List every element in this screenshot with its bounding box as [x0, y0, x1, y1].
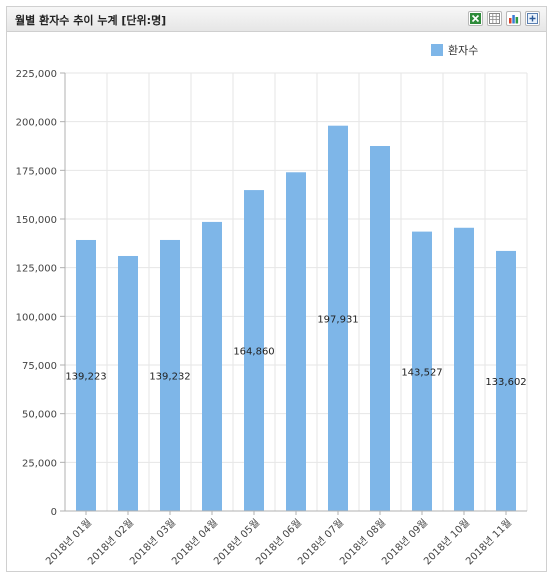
y-tick-label: 25,000 [22, 458, 57, 469]
data-label: 139,232 [149, 371, 190, 382]
data-label: 197,931 [317, 314, 358, 325]
data-label: 143,527 [401, 367, 442, 378]
chart-title: 월별 환자수 추이 누계 [단위:명] [15, 14, 167, 27]
bars [76, 125, 516, 512]
bar[interactable] [286, 172, 306, 511]
y-tick-label: 200,000 [16, 118, 57, 129]
data-label: 164,860 [233, 347, 274, 358]
y-tick-label: 50,000 [22, 410, 57, 421]
y-tick-label: 100,000 [16, 312, 57, 323]
bar[interactable] [412, 231, 432, 511]
bar[interactable] [244, 190, 264, 511]
bar[interactable] [328, 125, 348, 511]
panel-header: 월별 환자수 추이 누계 [단위:명] [7, 7, 546, 32]
legend-label: 환자수 [448, 44, 478, 57]
y-tick-label: 150,000 [16, 215, 57, 226]
y-axis: 0 25,000 50,000 75,000 100,000 125,000 150,000… [16, 69, 66, 518]
table-view-icon[interactable] [487, 11, 502, 26]
y-tick-label: 225,000 [16, 69, 57, 80]
bar-chart-icon[interactable] [506, 11, 521, 26]
excel-export-icon[interactable] [468, 11, 483, 26]
toolbar [468, 11, 540, 26]
bar[interactable] [76, 239, 96, 511]
bar[interactable] [496, 250, 516, 511]
data-labels: 139,223 139,232 164,860 197,931 143,527 133,6… [65, 314, 526, 388]
bar[interactable] [370, 146, 390, 511]
y-tick-label: 75,000 [22, 361, 57, 372]
y-tick-label: 125,000 [16, 264, 57, 275]
bar[interactable] [118, 255, 138, 511]
data-label: 139,223 [65, 371, 106, 382]
legend-swatch [431, 44, 443, 56]
bar[interactable] [202, 221, 222, 512]
y-tick-label: 175,000 [16, 166, 57, 177]
legend: 환자수 [431, 44, 478, 57]
y-tick-label: 0 [51, 507, 57, 518]
bar[interactable] [454, 227, 474, 511]
bar[interactable] [160, 239, 180, 511]
data-label: 133,602 [485, 377, 526, 388]
expand-icon[interactable] [525, 11, 540, 26]
